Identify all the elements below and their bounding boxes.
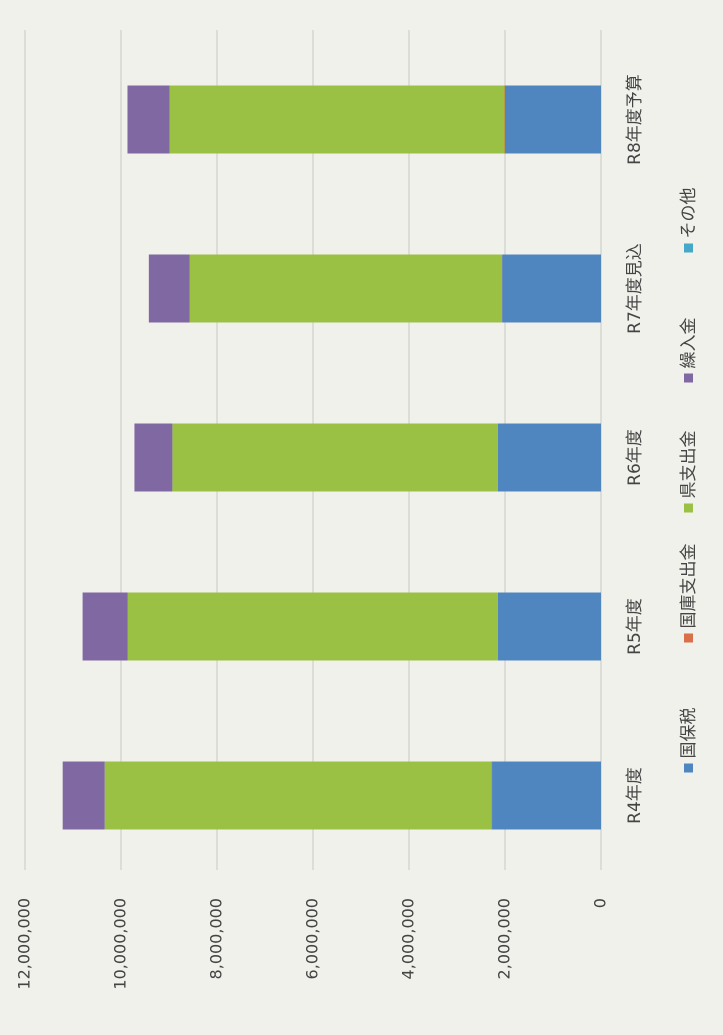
bar-segment <box>497 423 601 492</box>
legend-swatch <box>684 503 693 513</box>
legend-swatch <box>684 763 693 773</box>
bar-segment <box>127 85 170 154</box>
bar-segment <box>169 85 505 154</box>
bar-segment <box>492 761 602 830</box>
y-tick-label: 12,000,000 <box>15 898 34 990</box>
y-tick-label: 6,000,000 <box>303 898 322 979</box>
legend-label: その他 <box>679 188 699 239</box>
legend-swatch <box>684 373 693 383</box>
x-tick-label: R4年度 <box>625 767 645 824</box>
legend-swatch <box>684 243 693 253</box>
bar-segment <box>505 85 601 154</box>
y-tick-label: 2,000,000 <box>495 898 514 979</box>
legend-label: 国保税 <box>679 708 699 759</box>
bar-segment <box>104 761 492 830</box>
bar-segment <box>134 423 173 492</box>
bar-segment <box>497 592 601 661</box>
y-tick-label: 10,000,000 <box>111 898 130 990</box>
y-tick-label: 4,000,000 <box>399 898 418 979</box>
bar-segment <box>82 592 128 661</box>
bar-segment <box>148 254 190 323</box>
legend-label: 国庫支出金 <box>679 544 699 629</box>
y-tick-label: 8,000,000 <box>207 898 226 979</box>
y-tick-label: 0 <box>591 898 610 908</box>
legend-label: 繰入金 <box>679 318 699 369</box>
x-tick-label: R6年度 <box>625 429 645 486</box>
x-tick-label: R8年度予算 <box>625 74 645 165</box>
bar-segment <box>62 761 105 830</box>
bar-segment <box>172 423 498 492</box>
legend-swatch <box>684 633 693 643</box>
bar-segment <box>127 592 498 661</box>
bar-segment <box>189 254 502 323</box>
x-tick-label: R5年度 <box>625 598 645 655</box>
rotated-frame: 0 2,000,000 4,000,000 6,000,000 8,000,000 10,… <box>15 30 699 990</box>
bar-segment <box>502 254 601 323</box>
x-tick-label: R7年度見込 <box>625 243 645 334</box>
legend-label: 県支出金 <box>679 431 699 499</box>
